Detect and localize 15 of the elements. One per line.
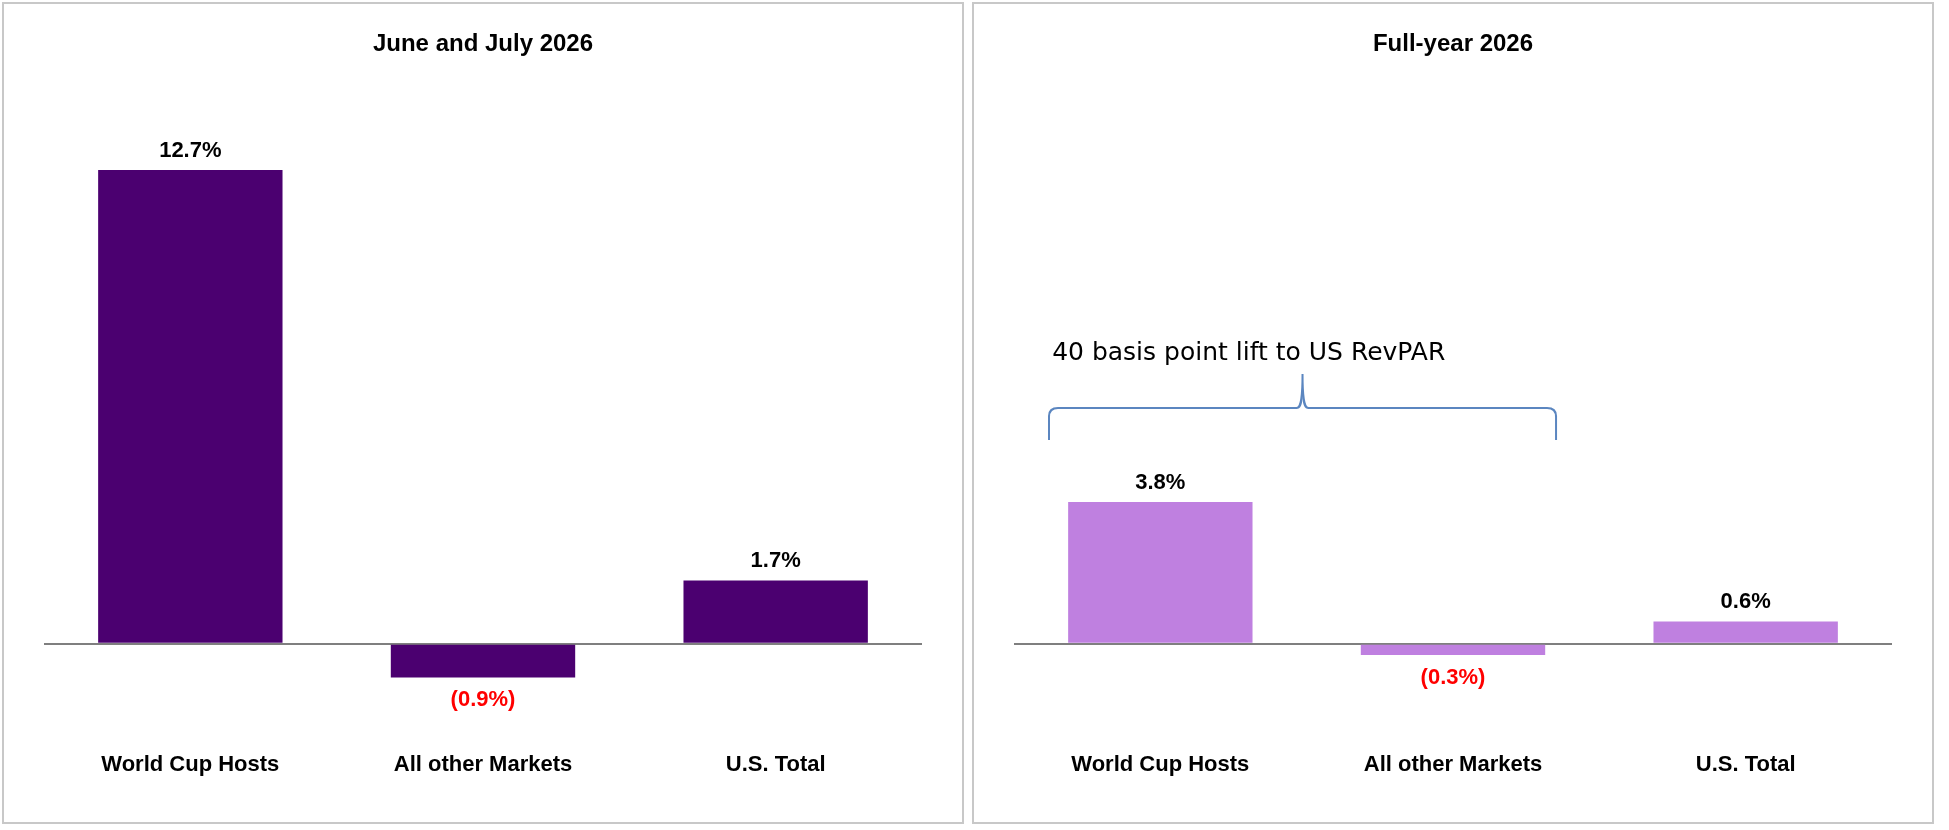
chart-title: Full-year 2026	[1372, 29, 1534, 57]
data-label: (0.3%)	[1420, 664, 1486, 690]
x-tick-label: U.S. Total	[725, 750, 826, 776]
x-tick-label: U.S. Total	[1695, 750, 1796, 776]
x-tick-label: World Cup Hosts	[1071, 750, 1250, 776]
chart-title: June and July 2026	[372, 29, 594, 57]
data-label: 12.7%	[159, 137, 222, 163]
data-label: 1.7%	[750, 547, 801, 573]
data-label: (0.9%)	[450, 686, 516, 712]
data-label: 0.6%	[1720, 588, 1771, 614]
x-tick-label: All other Markets	[393, 750, 573, 776]
text: 40 basis point lift to US RevPAR	[1052, 337, 1446, 367]
data-label: 3.8%	[1135, 469, 1186, 495]
x-tick-label: All other Markets	[1363, 750, 1543, 776]
x-tick-label: World Cup Hosts	[101, 750, 280, 776]
